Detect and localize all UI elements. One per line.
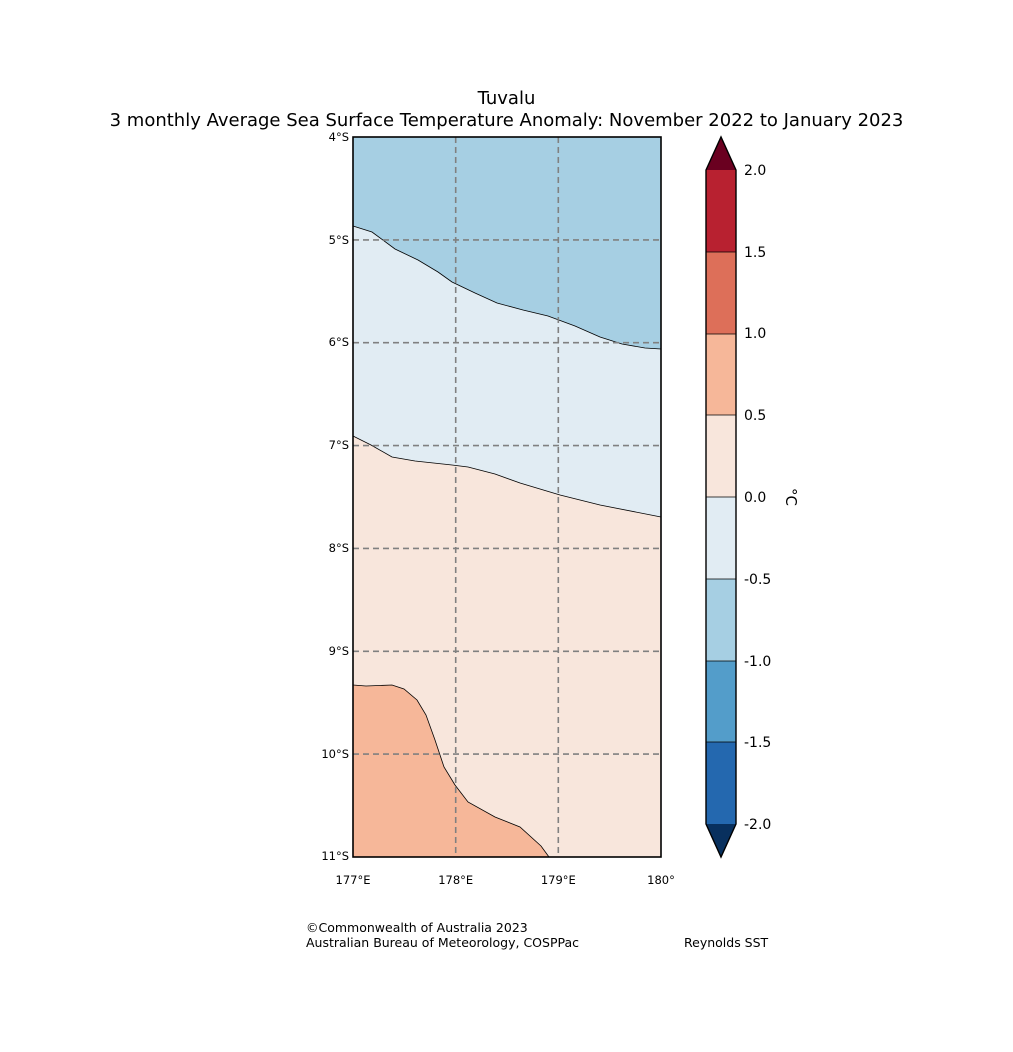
colorbar-bin xyxy=(706,661,736,742)
agency-text: Australian Bureau of Meteorology, COSPPa… xyxy=(306,935,579,950)
colorbar-tick-label: -1.5 xyxy=(744,735,771,751)
longitude-labels: 177°E 178°E 179°E 180° xyxy=(336,873,675,887)
colorbar-bin xyxy=(706,415,736,497)
gridlines xyxy=(353,137,661,857)
contour-line-0-5 xyxy=(352,684,550,858)
contour-line-minus-0-5 xyxy=(352,225,662,350)
colorbar-tick-label: 0.0 xyxy=(744,490,766,506)
lat-label: 6°S xyxy=(329,335,349,349)
lat-label: 8°S xyxy=(329,541,349,555)
colorbar-unit-label: °C xyxy=(782,488,800,506)
colorbar-bin xyxy=(706,170,736,252)
colorbar-extend-low xyxy=(706,824,736,857)
colorbar-tick-label: -0.5 xyxy=(744,572,771,588)
colorbar-tick-labels: 2.0 1.5 1.0 0.5 0.0 -0.5 -1.0 -1.5 -2.0 xyxy=(744,163,771,833)
lon-label: 178°E xyxy=(438,873,473,887)
colorbar-outline xyxy=(705,135,737,859)
map-title: Tuvalu xyxy=(477,88,536,109)
colorbar-tick-label: 1.5 xyxy=(744,245,766,261)
colorbar xyxy=(705,135,737,859)
map-frame xyxy=(352,136,662,858)
latitude-labels: 4°S 5°S 6°S 7°S 8°S 9°S 10°S 11°S xyxy=(321,130,349,863)
colorbar-bin xyxy=(706,252,736,334)
lat-label: 4°S xyxy=(329,130,349,144)
map-panel xyxy=(352,136,662,858)
colorbar-tick-label: -1.0 xyxy=(744,654,771,670)
colorbar-extend-high xyxy=(706,137,736,170)
lat-label: 11°S xyxy=(321,849,349,863)
colorbar-dividers xyxy=(706,251,736,743)
colorbar-bin xyxy=(706,579,736,661)
map-subtitle: 3 monthly Average Sea Surface Temperatur… xyxy=(109,110,904,131)
colorbar-bin xyxy=(706,334,736,415)
lat-label: 10°S xyxy=(321,747,349,761)
contour-line-0-0 xyxy=(352,435,662,518)
lon-label: 180° xyxy=(647,873,675,887)
lon-label: 177°E xyxy=(336,873,371,887)
colorbar-tick-label: 2.0 xyxy=(744,163,766,179)
lat-label: 5°S xyxy=(329,233,349,247)
lat-label: 7°S xyxy=(329,438,349,452)
data-source-text: Reynolds SST xyxy=(684,935,769,950)
lon-label: 179°E xyxy=(541,873,576,887)
colorbar-bin xyxy=(706,497,736,579)
colorbar-bin xyxy=(706,742,736,824)
colorbar-tick-label: -2.0 xyxy=(744,817,771,833)
region-minus-1-0-to-minus-0-5 xyxy=(353,137,661,349)
lat-label: 9°S xyxy=(329,644,349,658)
colorbar-tick-label: 0.5 xyxy=(744,408,766,424)
colorbar-tick-label: 1.0 xyxy=(744,326,766,342)
copyright-text: ©Commonwealth of Australia 2023 xyxy=(306,920,528,935)
